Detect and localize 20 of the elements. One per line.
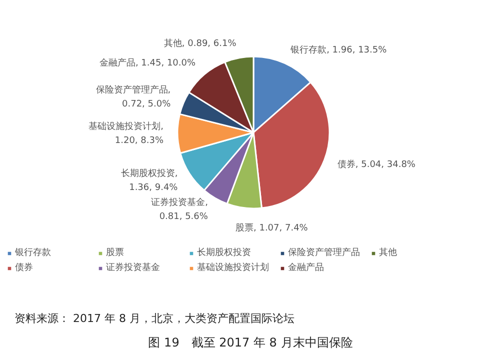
legend-label: 债券 (15, 262, 34, 274)
data-label: 股票, 1.07, 7.4% (236, 222, 308, 234)
data-label: 其他, 0.89, 6.1% (164, 38, 237, 50)
legend-label: 证券投资基金 (106, 262, 161, 274)
legend-label: 股票 (106, 246, 125, 259)
data-label: 银行存款, 1.96, 13.5% (290, 44, 388, 56)
caption: 图 19 截至 2017 年 8 月末中国保险 (148, 336, 353, 350)
legend-label: 银行存款 (15, 246, 52, 259)
text: 资料来源： 2017 年 8 月，北京，大类资产配置国际论坛 (14, 312, 294, 325)
legend-label: 金融产品 (288, 262, 325, 274)
legend-label: 基础设施投资计划 (197, 262, 270, 274)
data-label: 长期股权投资, 1.36, 9.4% (120, 168, 178, 194)
data-label: 保险资产管理产品, 0.72, 5.0% (96, 84, 172, 110)
legend-label: 长期股权投资 (197, 246, 252, 259)
data-label: 金融产品, 1.45, 10.0% (99, 58, 196, 69)
legend-label: 其他 (379, 246, 398, 259)
data-label: 债券, 5.04, 34.8% (337, 159, 416, 170)
data-label: 基础设施投资计划, 1.20, 8.3% (88, 120, 164, 146)
data-label: 证券投资基金, 0.81, 5.6% (151, 197, 208, 222)
legend-label: 保险资产管理产品 (288, 246, 361, 259)
